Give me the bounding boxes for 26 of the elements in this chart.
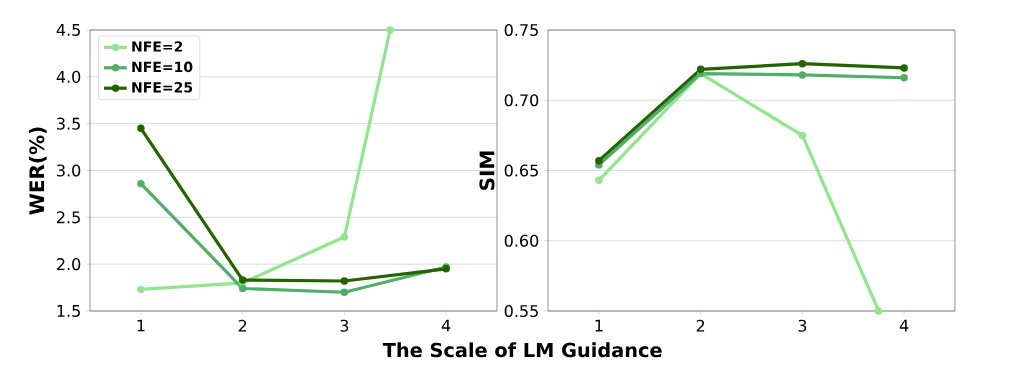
y-tick-label: 0.65 <box>504 164 538 177</box>
y-tick-label: 4.0 <box>56 70 81 83</box>
x-tick-label: 2 <box>696 319 705 332</box>
legend-label: NFE=10 <box>132 61 193 73</box>
y-tick-label: 2.5 <box>57 211 80 224</box>
y-tick-label: 3.5 <box>57 117 80 130</box>
x-tick-label: 1 <box>137 319 145 332</box>
y-tick-label: 2.0 <box>57 258 81 271</box>
x-tick-label: 2 <box>238 319 247 332</box>
y-tick-label: 0.60 <box>504 234 539 247</box>
y-tick-label: 1.5 <box>57 305 80 317</box>
y-tick-label: 0.70 <box>504 94 539 107</box>
y-tick-label: 0.55 <box>504 304 538 318</box>
x-tick-label: 3 <box>340 319 349 332</box>
y-tick-label: 0.75 <box>504 23 538 37</box>
y-tick-label: 3.0 <box>57 164 81 177</box>
x-axis-title: The Scale of LM Guidance <box>382 342 662 358</box>
y-tick-label: 4.5 <box>56 24 80 36</box>
y-axis-title: WER(%) <box>28 127 47 215</box>
y-axis-title: SIM <box>479 151 495 190</box>
x-tick-label: 1 <box>595 319 603 332</box>
x-tick-label: 4 <box>899 319 909 332</box>
x-tick-label: 3 <box>798 319 807 332</box>
legend-label: NFE=25 <box>132 82 193 93</box>
legend-label: NFE=2 <box>132 41 183 52</box>
x-tick-label: 4 <box>441 319 451 332</box>
